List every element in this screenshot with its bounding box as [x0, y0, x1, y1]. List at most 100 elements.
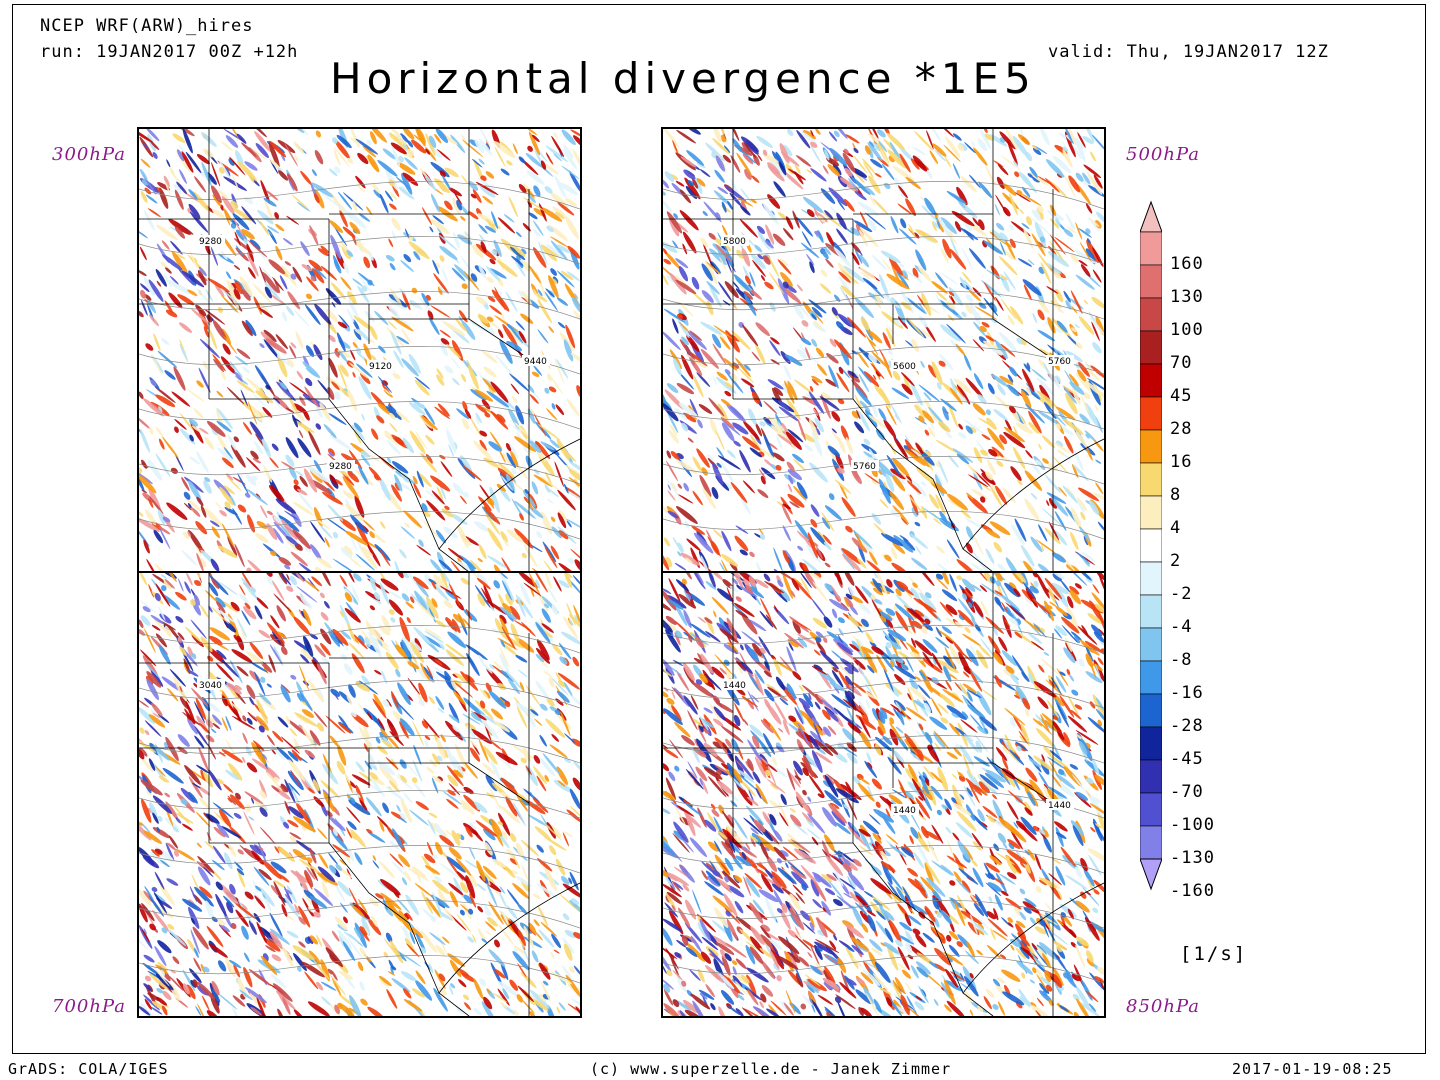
- divergence-cell: [265, 385, 271, 390]
- divergence-cell: [759, 533, 766, 540]
- divergence-cell: [193, 408, 204, 419]
- divergence-cell: [310, 544, 322, 561]
- divergence-cell: [699, 992, 708, 1000]
- divergence-cell: [802, 130, 816, 140]
- divergence-cell: [357, 184, 366, 193]
- divergence-cell: [739, 149, 756, 164]
- contour-label-bg: [721, 235, 749, 246]
- divergence-cell: [312, 779, 320, 792]
- divergence-cell: [215, 662, 234, 682]
- divergence-cell: [247, 712, 258, 722]
- divergence-cell: [871, 403, 878, 418]
- divergence-cell: [779, 258, 789, 267]
- divergence-cell: [379, 820, 385, 832]
- divergence-cell: [448, 847, 462, 860]
- divergence-cell: [154, 871, 165, 890]
- divergence-cell: [813, 407, 818, 417]
- divergence-cell: [302, 897, 313, 917]
- divergence-cell: [307, 1001, 330, 1016]
- divergence-cell: [732, 138, 743, 153]
- divergence-cell: [244, 791, 264, 805]
- divergence-cell: [1086, 239, 1099, 263]
- divergence-cell: [874, 573, 879, 579]
- divergence-cell: [337, 881, 352, 897]
- divergence-cell: [528, 131, 541, 156]
- divergence-cell: [451, 357, 461, 370]
- divergence-cell: [397, 682, 411, 706]
- divergence-cell: [773, 181, 786, 198]
- divergence-cell: [338, 314, 350, 328]
- divergence-cell: [139, 820, 152, 841]
- divergence-cell: [863, 371, 880, 388]
- divergence-cell: [792, 453, 804, 464]
- divergence-cell: [1048, 754, 1070, 770]
- divergence-cell: [712, 333, 722, 349]
- divergence-cell: [144, 720, 162, 737]
- divergence-cell: [311, 576, 323, 587]
- divergence-cell: [187, 289, 198, 297]
- divergence-cell: [317, 248, 329, 257]
- divergence-cell: [453, 769, 464, 778]
- divergence-cell: [361, 548, 378, 569]
- divergence-cell: [829, 940, 837, 950]
- divergence-cell: [262, 406, 273, 418]
- divergence-cell: [276, 605, 286, 622]
- divergence-cell: [227, 797, 233, 803]
- divergence-cell: [942, 406, 949, 421]
- divergence-cell: [166, 502, 188, 520]
- divergence-cell: [717, 186, 729, 195]
- divergence-cell: [875, 428, 885, 441]
- divergence-cell: [150, 614, 164, 625]
- divergence-cell: [678, 266, 689, 282]
- divergence-cell: [1067, 226, 1077, 234]
- divergence-cell: [415, 431, 428, 450]
- divergence-cell: [234, 861, 244, 871]
- divergence-cell: [142, 855, 160, 869]
- divergence-cell: [982, 805, 998, 819]
- divergence-cell: [773, 387, 784, 397]
- divergence-cell: [1077, 132, 1086, 148]
- divergence-cell: [858, 620, 867, 629]
- divergence-cell: [985, 529, 1001, 539]
- divergence-cell: [276, 355, 294, 369]
- divergence-cell: [431, 775, 443, 784]
- divergence-cell: [664, 389, 685, 410]
- divergence-cell: [208, 605, 213, 613]
- divergence-cell: [245, 746, 252, 756]
- divergence-cell: [505, 593, 513, 606]
- divergence-cell: [300, 596, 313, 609]
- divergence-cell: [936, 545, 945, 554]
- divergence-cell: [229, 794, 245, 810]
- divergence-cell: [204, 841, 215, 851]
- divergence-cell: [933, 518, 942, 525]
- divergence-cell: [569, 900, 580, 913]
- divergence-cell: [1056, 320, 1068, 333]
- divergence-cell: [1042, 458, 1049, 464]
- divergence-cell: [439, 255, 445, 262]
- divergence-cell: [839, 286, 851, 304]
- divergence-cell: [144, 886, 155, 902]
- divergence-cell: [686, 334, 700, 352]
- divergence-cell: [479, 978, 487, 987]
- divergence-cell: [392, 372, 401, 380]
- divergence-cell: [815, 427, 821, 436]
- divergence-cell: [787, 483, 793, 493]
- divergence-cell: [713, 190, 730, 205]
- divergence-cell: [910, 381, 923, 406]
- divergence-cell: [283, 821, 290, 829]
- divergence-cell: [745, 944, 756, 965]
- divergence-cell: [1080, 264, 1091, 277]
- divergence-cell: [970, 584, 982, 592]
- divergence-cell: [338, 970, 354, 980]
- divergence-cell: [457, 524, 469, 548]
- divergence-cell: [1091, 134, 1104, 152]
- divergence-cell: [148, 314, 160, 327]
- divergence-cell: [682, 243, 688, 255]
- divergence-cell: [535, 621, 551, 644]
- divergence-cell: [1009, 224, 1014, 231]
- divergence-cell: [483, 366, 497, 378]
- divergence-cell: [448, 882, 464, 896]
- divergence-cell: [821, 900, 832, 916]
- divergence-cell: [501, 580, 512, 601]
- divergence-cell: [463, 786, 474, 795]
